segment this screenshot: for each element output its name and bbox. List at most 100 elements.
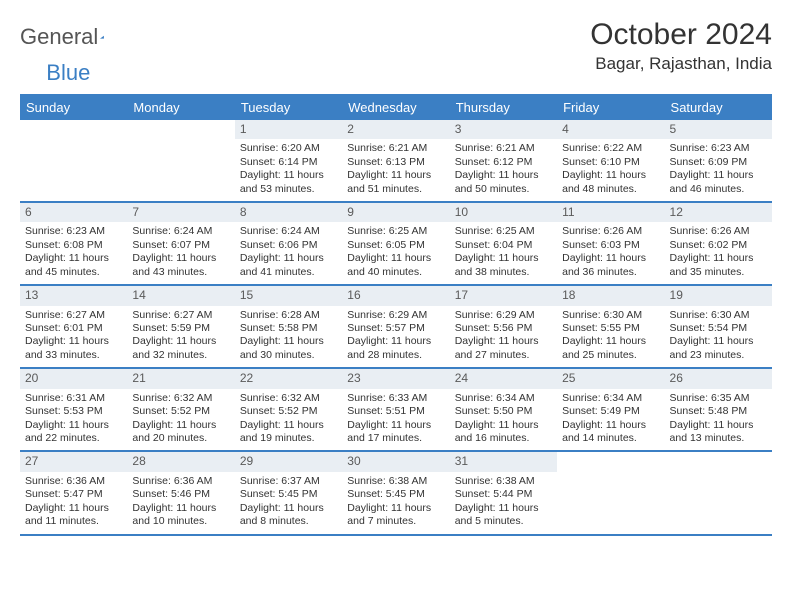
day-cell: 20Sunrise: 6:31 AMSunset: 5:53 PMDayligh… [20, 369, 127, 450]
dow-friday: Friday [557, 96, 664, 120]
day-number: 29 [235, 452, 342, 471]
sunset-text: Sunset: 5:56 PM [455, 322, 552, 335]
day-number: 14 [127, 286, 234, 305]
day-cell: 26Sunrise: 6:35 AMSunset: 5:48 PMDayligh… [665, 369, 772, 450]
day-number: 22 [235, 369, 342, 388]
sunrise-text: Sunrise: 6:35 AM [670, 392, 767, 405]
dow-saturday: Saturday [665, 96, 772, 120]
daylight-text: Daylight: 11 hours and 48 minutes. [562, 169, 659, 196]
day-cell: 14Sunrise: 6:27 AMSunset: 5:59 PMDayligh… [127, 286, 234, 367]
sunset-text: Sunset: 6:01 PM [25, 322, 122, 335]
sunrise-text: Sunrise: 6:36 AM [132, 475, 229, 488]
sunrise-text: Sunrise: 6:36 AM [25, 475, 122, 488]
daylight-text: Daylight: 11 hours and 16 minutes. [455, 419, 552, 446]
sunrise-text: Sunrise: 6:20 AM [240, 142, 337, 155]
sunrise-text: Sunrise: 6:27 AM [132, 309, 229, 322]
day-cell: 13Sunrise: 6:27 AMSunset: 6:01 PMDayligh… [20, 286, 127, 367]
sunrise-text: Sunrise: 6:27 AM [25, 309, 122, 322]
day-cell: 30Sunrise: 6:38 AMSunset: 5:45 PMDayligh… [342, 452, 449, 533]
daylight-text: Daylight: 11 hours and 38 minutes. [455, 252, 552, 279]
day-number: 28 [127, 452, 234, 471]
day-cell: 1Sunrise: 6:20 AMSunset: 6:14 PMDaylight… [235, 120, 342, 201]
sunrise-text: Sunrise: 6:32 AM [240, 392, 337, 405]
sunset-text: Sunset: 6:08 PM [25, 239, 122, 252]
day-number: 8 [235, 203, 342, 222]
sunset-text: Sunset: 6:03 PM [562, 239, 659, 252]
day-cell: 31Sunrise: 6:38 AMSunset: 5:44 PMDayligh… [450, 452, 557, 533]
day-number: 6 [20, 203, 127, 222]
week-row: 20Sunrise: 6:31 AMSunset: 5:53 PMDayligh… [20, 369, 772, 452]
sunset-text: Sunset: 5:59 PM [132, 322, 229, 335]
sunrise-text: Sunrise: 6:33 AM [347, 392, 444, 405]
sunset-text: Sunset: 6:07 PM [132, 239, 229, 252]
day-number: 5 [665, 120, 772, 139]
sunset-text: Sunset: 5:45 PM [240, 488, 337, 501]
sunrise-text: Sunrise: 6:29 AM [347, 309, 444, 322]
day-cell-empty [557, 452, 664, 533]
sunrise-text: Sunrise: 6:29 AM [455, 309, 552, 322]
sunset-text: Sunset: 6:13 PM [347, 156, 444, 169]
daylight-text: Daylight: 11 hours and 28 minutes. [347, 335, 444, 362]
sunset-text: Sunset: 6:04 PM [455, 239, 552, 252]
day-number: 19 [665, 286, 772, 305]
day-cell: 6 Sunrise: 6:23 AMSunset: 6:08 PMDaylight… [20, 203, 127, 284]
daylight-text: Daylight: 11 hours and 22 minutes. [25, 419, 122, 446]
day-cell: 7Sunrise: 6:24 AMSunset: 6:07 PMDaylight… [127, 203, 234, 284]
sunrise-text: Sunrise: 6:24 AM [240, 225, 337, 238]
sunrise-text: Sunrise: 6:24 AM [132, 225, 229, 238]
daylight-text: Daylight: 11 hours and 17 minutes. [347, 419, 444, 446]
sunset-text: Sunset: 6:10 PM [562, 156, 659, 169]
daylight-text: Daylight: 11 hours and 50 minutes. [455, 169, 552, 196]
sunset-text: Sunset: 5:44 PM [455, 488, 552, 501]
day-cell: 11Sunrise: 6:26 AMSunset: 6:03 PMDayligh… [557, 203, 664, 284]
daylight-text: Daylight: 11 hours and 20 minutes. [132, 419, 229, 446]
daylight-text: Daylight: 11 hours and 45 minutes. [25, 252, 122, 279]
day-cell: 10Sunrise: 6:25 AMSunset: 6:04 PMDayligh… [450, 203, 557, 284]
day-number: 30 [342, 452, 449, 471]
day-of-week-row: Sunday Monday Tuesday Wednesday Thursday… [20, 96, 772, 120]
day-cell: 3Sunrise: 6:21 AMSunset: 6:12 PMDaylight… [450, 120, 557, 201]
sunrise-text: Sunrise: 6:37 AM [240, 475, 337, 488]
day-cell: 5Sunrise: 6:23 AMSunset: 6:09 PMDaylight… [665, 120, 772, 201]
sunset-text: Sunset: 6:06 PM [240, 239, 337, 252]
day-cell: 28Sunrise: 6:36 AMSunset: 5:46 PMDayligh… [127, 452, 234, 533]
daylight-text: Daylight: 11 hours and 46 minutes. [670, 169, 767, 196]
day-number: 18 [557, 286, 664, 305]
sunrise-text: Sunrise: 6:31 AM [25, 392, 122, 405]
sunset-text: Sunset: 5:46 PM [132, 488, 229, 501]
day-cell: 2Sunrise: 6:21 AMSunset: 6:13 PMDaylight… [342, 120, 449, 201]
sunrise-text: Sunrise: 6:30 AM [562, 309, 659, 322]
daylight-text: Daylight: 11 hours and 23 minutes. [670, 335, 767, 362]
sunrise-text: Sunrise: 6:21 AM [455, 142, 552, 155]
sunset-text: Sunset: 6:02 PM [670, 239, 767, 252]
sunset-text: Sunset: 5:48 PM [670, 405, 767, 418]
sunrise-text: Sunrise: 6:25 AM [455, 225, 552, 238]
daylight-text: Daylight: 11 hours and 7 minutes. [347, 502, 444, 529]
sunrise-text: Sunrise: 6:26 AM [562, 225, 659, 238]
daylight-text: Daylight: 11 hours and 19 minutes. [240, 419, 337, 446]
logo-text-b: Blue [46, 60, 90, 86]
week-row: 6Sunrise: 6:23 AMSunset: 6:08 PMDaylight… [20, 203, 772, 286]
sunrise-text: Sunrise: 6:26 AM [670, 225, 767, 238]
daylight-text: Daylight: 11 hours and 27 minutes. [455, 335, 552, 362]
daylight-text: Daylight: 11 hours and 30 minutes. [240, 335, 337, 362]
daylight-text: Daylight: 11 hours and 53 minutes. [240, 169, 337, 196]
day-cell: 16Sunrise: 6:29 AMSunset: 5:57 PMDayligh… [342, 286, 449, 367]
dow-wednesday: Wednesday [342, 96, 449, 120]
sunrise-text: Sunrise: 6:38 AM [455, 475, 552, 488]
sunrise-text: Sunrise: 6:23 AM [25, 225, 122, 238]
day-cell: 27Sunrise: 6:36 AMSunset: 5:47 PMDayligh… [20, 452, 127, 533]
day-number: 24 [450, 369, 557, 388]
logo: General [20, 18, 122, 50]
day-number: 15 [235, 286, 342, 305]
sunset-text: Sunset: 5:47 PM [25, 488, 122, 501]
sunset-text: Sunset: 5:49 PM [562, 405, 659, 418]
sunset-text: Sunset: 5:53 PM [25, 405, 122, 418]
calendar: Sunday Monday Tuesday Wednesday Thursday… [20, 94, 772, 536]
sunrise-text: Sunrise: 6:28 AM [240, 309, 337, 322]
sunrise-text: Sunrise: 6:25 AM [347, 225, 444, 238]
day-cell-empty [665, 452, 772, 533]
sunset-text: Sunset: 6:09 PM [670, 156, 767, 169]
sunset-text: Sunset: 5:58 PM [240, 322, 337, 335]
location: Bagar, Rajasthan, India [590, 54, 772, 74]
